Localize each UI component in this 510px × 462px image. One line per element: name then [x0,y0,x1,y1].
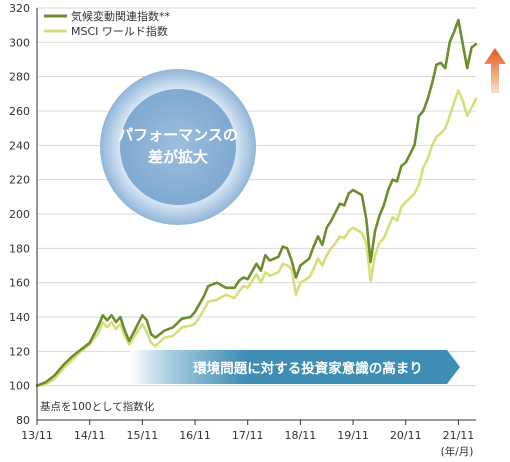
investor-awareness-banner: 環境問題に対する投資家意識の高まり [130,350,460,384]
y-tick-label: 100 [9,380,30,393]
banner-text: 環境問題に対する投資家意識の高まり [193,360,423,377]
up-arrow-icon [484,48,506,93]
series-line-climate [35,18,478,388]
banner-arrow [130,350,460,384]
y-tick-label: 280 [9,71,30,84]
series-line-msci [35,89,478,388]
legend-label-climate: 気候変動関連指数** [71,9,170,23]
y-tick-label: 140 [9,311,30,324]
y-tick-label: 220 [9,174,30,187]
y-tick-label: 300 [9,36,30,49]
y-tick-label: 160 [9,277,30,290]
y-tick-label: 320 [9,2,30,15]
legend: 気候変動関連指数** MSCI ワールド指数 [44,9,170,38]
y-tick-label: 80 [16,414,30,427]
x-unit-label: (年/月) [441,445,474,458]
x-tick-label: 13/11 [21,429,53,442]
legend-label-msci: MSCI ワールド指数 [71,24,168,38]
up-arrow-shape [484,48,506,93]
series-lines [35,18,478,388]
y-tick-label: 260 [9,105,30,118]
x-tick-label: 20/11 [390,429,422,442]
performance-gap-annotation: パフォーマンスの 差が拡大 [100,69,256,225]
y-tick-label: 120 [9,345,30,358]
y-tick-label: 180 [9,242,30,255]
y-tick-label: 200 [9,208,30,221]
y-axis-ticks: 80 100 120 140 160 180 200 220 240 260 280 300 320 [9,2,30,427]
base-note: 基点を100として指数化 [40,400,155,413]
annotation-circle [120,89,236,205]
annotation-circle-line1: パフォーマンスの [118,126,238,144]
annotation-circle-line2: 差が拡大 [148,148,208,166]
x-tick-label: 15/11 [127,429,159,442]
x-tick-label: 18/11 [285,429,317,442]
x-tick-label: 19/11 [337,429,369,442]
x-axis-ticks: 13/11 14/11 15/11 16/11 17/11 18/11 19/11 20/11… [21,420,474,442]
x-tick-label: 17/11 [232,429,264,442]
x-tick-label: 14/11 [74,429,106,442]
x-tick-label: 16/11 [179,429,211,442]
x-tick-label: 21/11 [443,429,475,442]
y-tick-label: 240 [9,139,30,152]
